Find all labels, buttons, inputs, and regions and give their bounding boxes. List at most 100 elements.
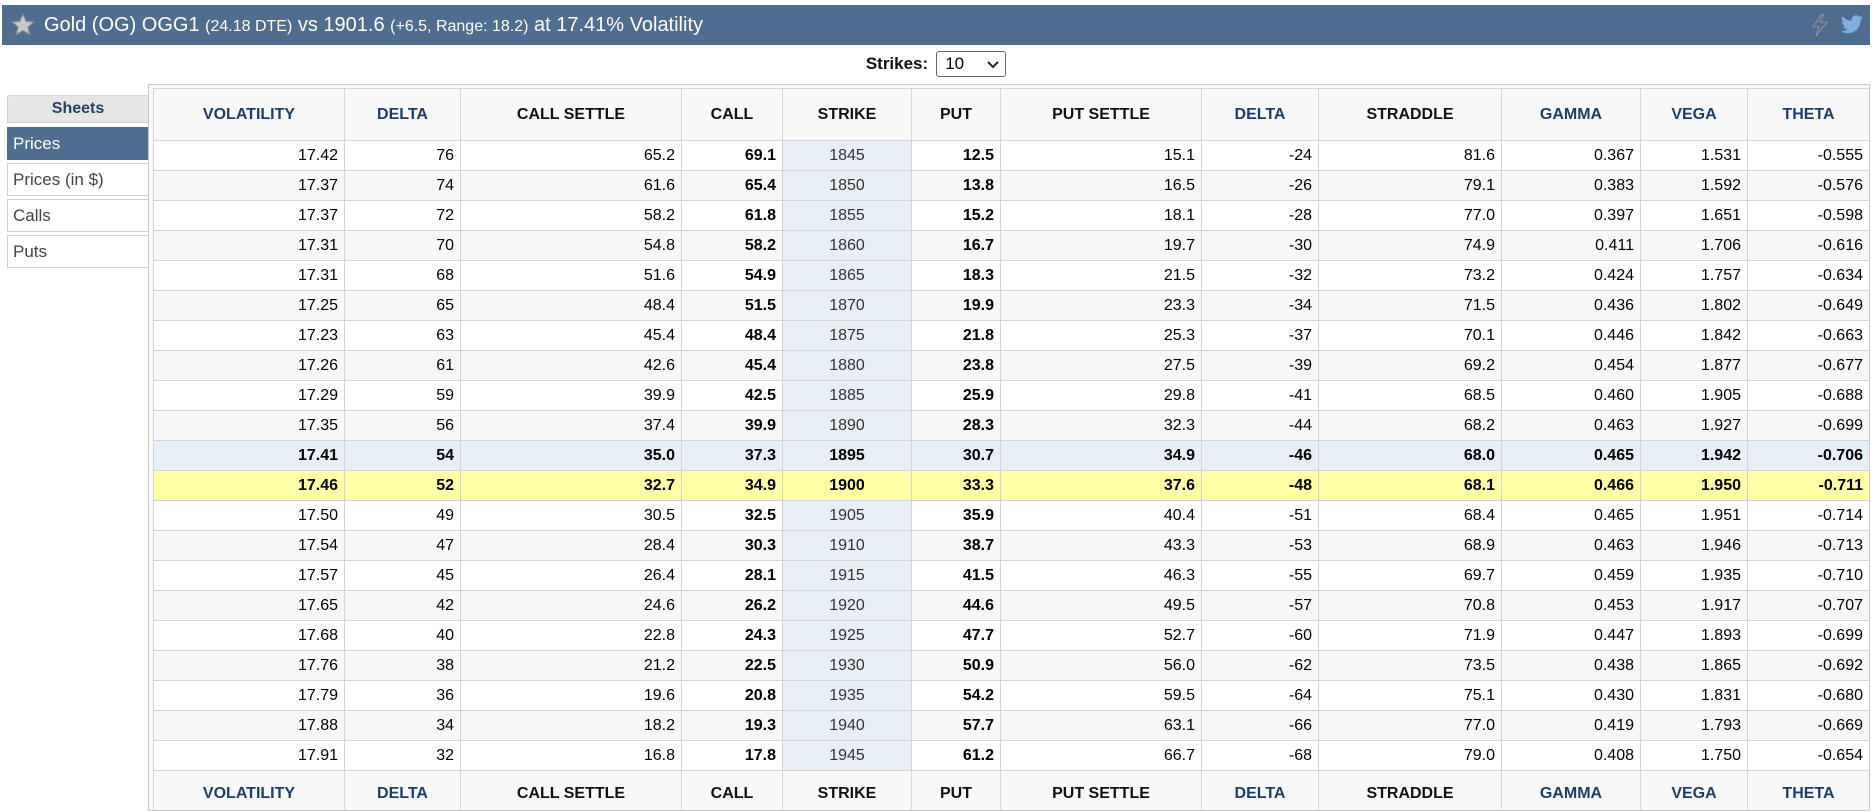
cell-vega: 1.706 [1640,230,1748,261]
cell-strike: 1880 [782,350,912,381]
cell-strike: 1890 [782,410,912,441]
cell-put-settle: 34.9 [1000,440,1202,471]
cell-strike: 1910 [782,530,912,561]
cell-gamma: 0.463 [1501,530,1641,561]
col-header-gamma[interactable]: GAMMA [1501,88,1641,141]
table-row: 17.26 61 42.6 45.4 1880 23.8 27.5 -39 69.2 0.454 1… [153,350,1869,381]
col-footer-gamma: GAMMA [1501,770,1641,810]
cell-put: 33.3 [911,470,1001,501]
cell-put-settle: 25.3 [1000,320,1202,351]
cell-delta-put: -32 [1201,260,1319,291]
table-row: 17.37 74 61.6 65.4 1850 13.8 16.5 -26 79.1 0.383 1… [153,170,1869,201]
cell-call: 32.5 [681,500,783,531]
cell-gamma: 0.383 [1501,170,1641,201]
cell-call-settle: 54.8 [460,230,682,261]
cell-put-settle: 18.1 [1000,200,1202,231]
cell-call: 22.5 [681,650,783,681]
cell-delta-put: -44 [1201,410,1319,441]
col-footer-put-settle: PUT SETTLE [1000,770,1202,810]
cell-call-settle: 61.6 [460,170,682,201]
table-row: 17.29 59 39.9 42.5 1885 25.9 29.8 -41 68.5 0.460 1… [153,380,1869,411]
table-row: 17.79 36 19.6 20.8 1935 54.2 59.5 -64 75.1 0.430 1… [153,680,1869,711]
sheets-heading: Sheets [7,95,149,123]
cell-straddle: 81.6 [1318,140,1502,171]
col-header-call[interactable]: CALL [681,88,783,141]
col-header-theta[interactable]: THETA [1747,88,1869,141]
col-header-call-settle[interactable]: CALL SETTLE [460,88,682,141]
table-row: 17.23 63 45.4 48.4 1875 21.8 25.3 -37 70.1 0.446 1… [153,320,1869,351]
cell-call: 51.5 [681,290,783,321]
cell-delta-call: 56 [344,410,461,441]
col-header-volatility[interactable]: VOLATILITY [153,88,345,141]
strikes-select[interactable]: 10 [936,51,1007,77]
cell-gamma: 0.438 [1501,650,1641,681]
cell-theta: -0.699 [1747,620,1869,651]
col-header-vega[interactable]: VEGA [1640,88,1748,141]
cell-straddle: 68.2 [1318,410,1502,441]
table-body: 17.42 76 65.2 69.1 1845 12.5 15.1 -24 81.6 0.367 1… [153,140,1869,771]
col-header-put[interactable]: PUT [911,88,1001,141]
cell-vega: 1.951 [1640,500,1748,531]
cell-put: 13.8 [911,170,1001,201]
lightning-icon[interactable] [1808,13,1832,37]
cell-put-settle: 66.7 [1000,740,1202,771]
cell-volatility: 17.65 [153,590,345,621]
star-icon[interactable] [8,10,38,40]
cell-delta-put: -53 [1201,530,1319,561]
page-title: Gold (OG) OGG1 (24.18 DTE) vs 1901.6 (+6… [44,14,703,37]
cell-call-settle: 19.6 [460,680,682,711]
sheet-item-calls[interactable]: Calls [7,199,149,232]
table-row: 17.31 68 51.6 54.9 1865 18.3 21.5 -32 73.2 0.424 1… [153,260,1869,291]
sheet-item-prices[interactable]: Prices [7,127,149,160]
cell-strike: 1860 [782,230,912,261]
cell-volatility: 17.91 [153,740,345,771]
cell-vega: 1.651 [1640,200,1748,231]
sheet-item-puts[interactable]: Puts [7,235,149,268]
cell-gamma: 0.397 [1501,200,1641,231]
col-header-put-settle[interactable]: PUT SETTLE [1000,88,1202,141]
twitter-icon[interactable] [1840,13,1864,37]
cell-delta-put: -60 [1201,620,1319,651]
cell-gamma: 0.424 [1501,260,1641,291]
options-table-container: VOLATILITY DELTA CALL SETTLE CALL STRIKE… [148,84,1870,811]
cell-gamma: 0.447 [1501,620,1641,651]
cell-straddle: 68.1 [1318,470,1502,501]
cell-strike: 1920 [782,590,912,621]
col-footer-theta: THETA [1747,770,1869,810]
cell-theta: -0.598 [1747,200,1869,231]
cell-delta-call: 59 [344,380,461,411]
col-header-delta-put[interactable]: DELTA [1201,88,1319,141]
cell-call: 17.8 [681,740,783,771]
table-row: 17.31 70 54.8 58.2 1860 16.7 19.7 -30 74.9 0.411 1… [153,230,1869,261]
cell-gamma: 0.419 [1501,710,1641,741]
cell-put: 38.7 [911,530,1001,561]
cell-straddle: 79.0 [1318,740,1502,771]
cell-theta: -0.711 [1747,470,1869,501]
cell-put: 21.8 [911,320,1001,351]
table-row: 17.50 49 30.5 32.5 1905 35.9 40.4 -51 68.4 0.465 1… [153,500,1869,531]
cell-straddle: 70.1 [1318,320,1502,351]
col-header-straddle[interactable]: STRADDLE [1318,88,1502,141]
table-footer-row: VOLATILITY DELTA CALL SETTLE CALL STRIKE… [153,770,1869,810]
col-footer-put: PUT [911,770,1001,810]
col-header-strike[interactable]: STRIKE [782,88,912,141]
cell-theta: -0.713 [1747,530,1869,561]
cell-vega: 1.877 [1640,350,1748,381]
sheet-item-prices-dollars[interactable]: Prices (in $) [7,163,149,196]
cell-vega: 1.946 [1640,530,1748,561]
cell-theta: -0.555 [1747,140,1869,171]
cell-gamma: 0.459 [1501,560,1641,591]
cell-call-settle: 24.6 [460,590,682,621]
col-footer-strike: STRIKE [782,770,912,810]
col-header-delta-call[interactable]: DELTA [344,88,461,141]
cell-call: 54.9 [681,260,783,291]
cell-put: 19.9 [911,290,1001,321]
cell-strike: 1855 [782,200,912,231]
cell-delta-put: -57 [1201,590,1319,621]
cell-call-settle: 51.6 [460,260,682,291]
cell-call: 20.8 [681,680,783,711]
table-row: 17.91 32 16.8 17.8 1945 61.2 66.7 -68 79.0 0.408 1… [153,740,1869,771]
cell-put: 23.8 [911,350,1001,381]
cell-delta-put: -34 [1201,290,1319,321]
cell-straddle: 68.9 [1318,530,1502,561]
